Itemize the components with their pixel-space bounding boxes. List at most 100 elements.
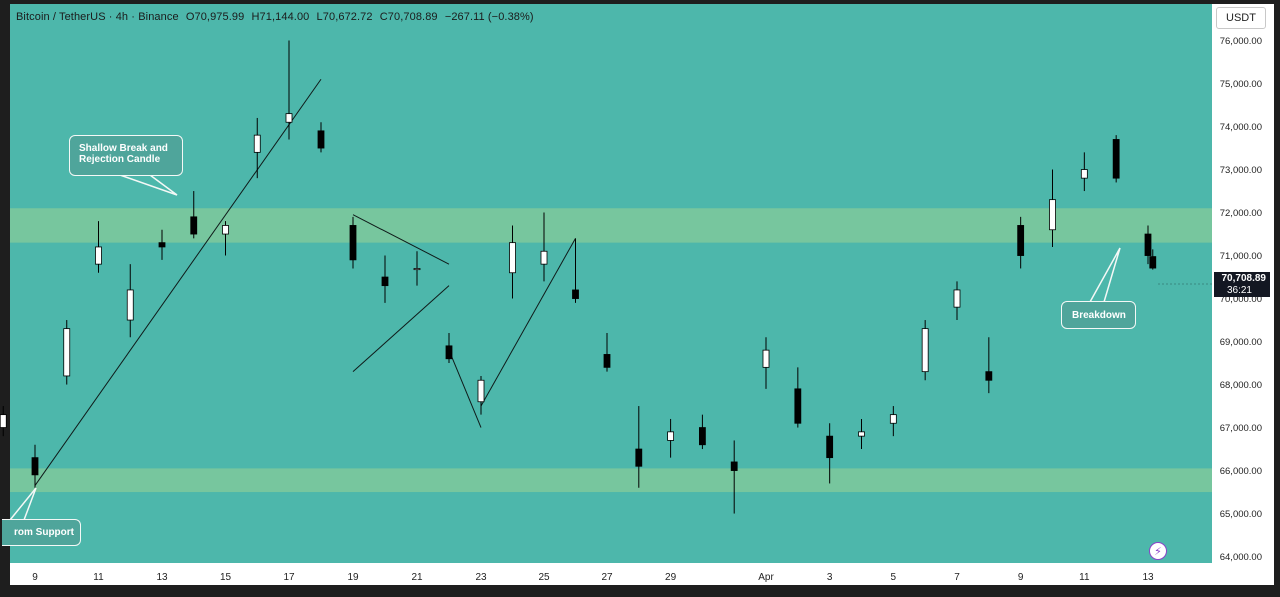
candle [1144,225,1152,265]
candle [540,212,548,282]
candle [222,221,229,256]
candle [190,191,198,239]
candle [413,251,421,286]
time-tick-label: 5 [891,572,897,583]
candle [985,337,993,394]
price-tick-label: 68,000.00 [1220,380,1262,391]
callout-from-support[interactable]: rom Support [2,519,81,546]
price-tick-label: 73,000.00 [1220,165,1262,176]
price-tick-label: 66,000.00 [1220,466,1262,477]
axis-corner [1212,563,1274,585]
candle [858,418,865,450]
currency-unit-button[interactable]: USDT [1216,7,1266,29]
trendlines [34,78,576,486]
time-tick-label: 29 [665,572,677,583]
last-price-value: 70,708.89 [1221,273,1267,284]
price-tick-label: 70,000.00 [1220,294,1262,305]
candle [0,406,7,437]
time-tick-label: 9 [32,572,38,583]
candle [158,229,166,260]
candle [509,225,516,299]
time-tick-label: 17 [283,572,295,583]
candle [253,117,261,179]
candle [603,332,611,372]
price-tick-label: 76,000.00 [1220,36,1262,47]
lightning-bolt-icon[interactable]: ⚡ [1149,542,1167,560]
candle [1112,135,1120,183]
candle [889,406,897,437]
price-zone [10,208,1212,243]
candle [826,423,834,484]
price-tick-label: 75,000.00 [1220,79,1262,90]
candle [63,320,71,385]
ohlc-low: L70,672.72 [316,11,373,23]
trendline [352,285,450,373]
trendline [448,349,482,428]
time-tick-label: 27 [601,572,613,583]
candle [921,320,929,381]
candlestick-series [0,40,1157,514]
candle [953,281,961,321]
trendline [480,238,576,407]
bar-countdown: 36:21 [1226,285,1252,296]
candle [794,367,802,428]
candle [635,406,643,488]
candle [31,444,39,488]
price-tick-label: 71,000.00 [1220,251,1262,262]
time-tick-label: 7 [954,572,960,583]
symbol-title: Bitcoin / TetherUS · 4h · Binance [16,11,179,23]
ohlc-change: −267.11 (−0.38%) [444,11,534,23]
price-tick-label: 72,000.00 [1220,208,1262,219]
candle [126,264,134,338]
candle [699,414,706,450]
candle [349,216,357,269]
trendline [34,78,322,486]
callout-pointers [9,174,1121,521]
candle [572,238,579,303]
time-tick-label: 21 [411,572,423,583]
breakdown-pointer [1089,247,1121,303]
candle [317,122,325,153]
candle [445,332,453,364]
candle [285,40,293,140]
candle [667,418,674,458]
candle [381,255,389,303]
candle [1149,249,1157,270]
time-axis[interactable] [10,563,1212,585]
trendline [352,214,450,265]
time-tick-label: Apr [758,572,774,583]
time-tick-label: 23 [475,572,487,583]
time-axis-labels: 9 11 13 15 17 19 21 23 25 27 29 Apr 3 5 7 9 11 13 [32,572,1154,583]
ohlc-close: C70,708.89 [379,11,438,23]
time-tick-label: 13 [1142,572,1154,583]
price-tick-label: 64,000.00 [1220,552,1262,563]
time-tick-label: 13 [156,572,168,583]
time-tick-label: 9 [1018,572,1024,583]
time-tick-label: 19 [347,572,359,583]
callout-breakdown[interactable]: Breakdown [1061,301,1136,329]
candle [1080,152,1088,192]
price-tick-label: 65,000.00 [1220,509,1262,520]
candle [95,221,102,273]
candle [730,440,738,514]
shallow-break-pointer [119,174,178,196]
time-tick-label: 3 [827,572,833,583]
from-support-pointer [9,487,37,521]
candle [762,337,770,389]
price-axis-labels: 76,000.00 75,000.00 74,000.00 73,000.00 72,0… [1220,36,1262,563]
time-tick-label: 15 [220,572,232,583]
candle [1017,216,1025,269]
time-tick-label: 11 [1079,572,1090,583]
ohlc-high: H71,144.00 [251,11,310,23]
candle [477,375,485,415]
price-tick-label: 67,000.00 [1220,423,1262,434]
price-tick-label: 74,000.00 [1220,122,1262,133]
ohlc-open: O70,975.99 [185,11,245,23]
last-price-tag: 70,708.89 36:21 [1214,272,1270,297]
callout-shallow-break[interactable]: Shallow Break and Rejection Candle [69,135,183,176]
price-tick-label: 69,000.00 [1220,337,1262,348]
time-tick-label: 11 [93,572,104,583]
time-tick-label: 25 [538,572,550,583]
symbol-legend: Bitcoin / TetherUS · 4h · Binance O70,97… [16,11,538,23]
